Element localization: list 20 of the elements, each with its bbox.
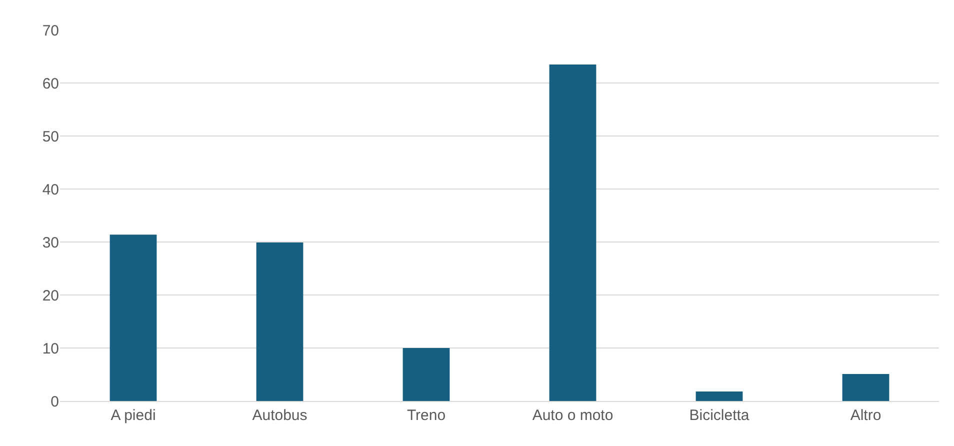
bar (256, 242, 304, 401)
y-tick-label: 70 (42, 22, 59, 40)
y-tick-label: 30 (42, 234, 59, 252)
bar (549, 64, 596, 401)
x-tick-label: Altro (850, 407, 882, 424)
y-tick-label: 60 (42, 75, 59, 92)
y-tick-label: 0 (50, 393, 59, 410)
y-tick-label: 50 (42, 128, 59, 146)
bar (110, 234, 157, 401)
y-tick-label: 10 (42, 340, 59, 358)
x-tick-label: A piedi (110, 407, 156, 424)
bar (696, 391, 743, 401)
bar (842, 374, 890, 401)
x-tick-label: Autobus (252, 407, 308, 424)
y-tick-label: 20 (42, 287, 59, 304)
x-tick-label: Auto o moto (532, 407, 614, 424)
x-tick-label: Treno (406, 407, 446, 424)
x-tick-label: Bicicletta (689, 407, 750, 424)
bar (402, 348, 450, 401)
y-tick-label: 40 (42, 181, 59, 198)
